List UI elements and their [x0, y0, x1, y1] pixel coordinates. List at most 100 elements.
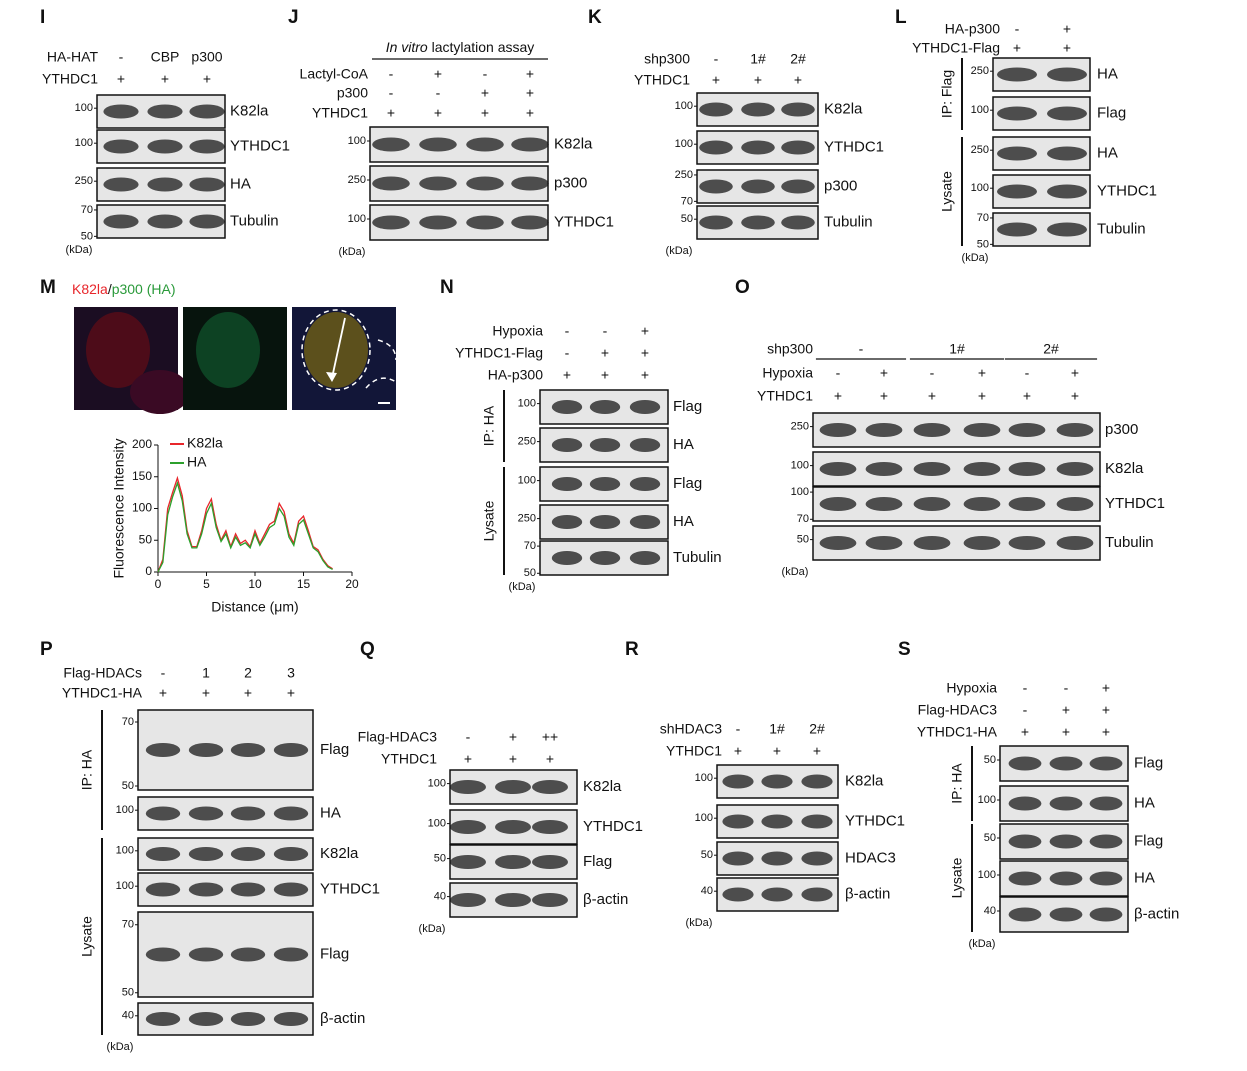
- condition-value: -: [119, 49, 124, 65]
- condition-value: -: [466, 729, 471, 745]
- condition-name: YTHDC1: [42, 71, 98, 87]
- kda-marker: 100: [428, 778, 446, 790]
- band: [372, 215, 410, 230]
- blot-label: K82la: [554, 135, 593, 152]
- condition-value: +: [464, 751, 472, 767]
- blot-label: K82la: [320, 845, 359, 862]
- band: [495, 780, 531, 794]
- band: [532, 893, 568, 907]
- condition-value: -: [603, 323, 608, 339]
- band: [629, 515, 661, 529]
- band: [997, 106, 1037, 121]
- y-tick-label: 50: [139, 532, 153, 546]
- kda-marker: 100: [695, 812, 713, 824]
- kda-marker: 100: [978, 794, 996, 806]
- blot-label: Flag: [1134, 832, 1163, 849]
- blot-label: K82la: [1105, 460, 1144, 477]
- kda-marker: 40: [122, 1010, 134, 1022]
- band: [103, 177, 139, 192]
- blot-label: HA: [320, 804, 341, 821]
- micrographs: [74, 307, 397, 414]
- kda-marker: 100: [518, 475, 536, 487]
- blot-label: β-actin: [320, 1010, 365, 1027]
- band: [761, 814, 793, 829]
- band: [147, 139, 183, 154]
- band: [372, 137, 410, 152]
- condition-value: -: [1025, 365, 1030, 381]
- condition-value: +: [978, 388, 986, 404]
- x-tick-label: 0: [155, 577, 162, 591]
- condition-name: YTHDC1: [381, 751, 437, 767]
- kda-unit: (kDa): [666, 245, 693, 257]
- band: [1089, 756, 1123, 771]
- band: [589, 551, 621, 565]
- band: [997, 67, 1037, 82]
- kda-unit: (kDa): [686, 917, 713, 929]
- band: [913, 462, 951, 476]
- condition-value: +: [526, 105, 534, 121]
- kda-unit: (kDa): [782, 566, 809, 578]
- condition-name: YTHDC1: [634, 72, 690, 88]
- condition-value: +: [434, 105, 442, 121]
- band: [629, 477, 661, 491]
- band: [145, 882, 181, 897]
- blot-label: HA: [1097, 65, 1118, 82]
- condition-value: p300: [191, 49, 222, 65]
- condition-value: -: [483, 66, 488, 82]
- condition-value: CBP: [151, 49, 180, 65]
- blot-label: Flag: [320, 945, 349, 962]
- band: [1089, 796, 1123, 811]
- kda-marker: 250: [348, 174, 366, 186]
- condition-value: -: [565, 345, 570, 361]
- condition-value: +: [526, 85, 534, 101]
- kda-marker: 100: [791, 486, 809, 498]
- band: [997, 184, 1037, 199]
- band: [511, 215, 549, 230]
- kda-unit: (kDa): [419, 923, 446, 935]
- section-label: Lysate: [79, 916, 95, 957]
- condition-value: +: [754, 72, 762, 88]
- band: [1089, 834, 1123, 849]
- condition-value: +: [978, 365, 986, 381]
- band: [819, 423, 857, 437]
- blot-label: Tubulin: [673, 549, 722, 566]
- band: [781, 140, 815, 155]
- band: [230, 806, 266, 821]
- kda-marker: 50: [81, 230, 93, 242]
- panel-title: K82la/p300 (HA): [72, 281, 176, 297]
- condition-group: 2#: [1043, 341, 1059, 357]
- kda-marker: 40: [434, 891, 446, 903]
- kda-unit: (kDa): [962, 252, 989, 264]
- band: [466, 176, 504, 191]
- condition-value: -: [1023, 702, 1028, 718]
- kda-marker: 100: [348, 135, 366, 147]
- band: [1089, 871, 1123, 886]
- kda-marker: 50: [701, 849, 713, 861]
- band: [551, 515, 583, 529]
- condition-value: +: [161, 71, 169, 87]
- band: [1049, 834, 1083, 849]
- band: [1008, 462, 1046, 476]
- blot-label: K82la: [824, 100, 863, 117]
- band: [741, 179, 775, 194]
- condition-name: YTHDC1-Flag: [912, 40, 1000, 56]
- condition-value: +: [1063, 40, 1071, 56]
- band: [589, 438, 621, 452]
- kda-marker: 70: [524, 540, 536, 552]
- section-label: Lysate: [481, 500, 497, 541]
- condition-value: 2#: [809, 721, 825, 737]
- blot-label: YTHDC1: [1105, 495, 1165, 512]
- band: [1008, 907, 1042, 922]
- condition-value: +: [1102, 724, 1110, 740]
- kda-marker: 100: [978, 869, 996, 881]
- condition-value: -: [930, 365, 935, 381]
- blot-label: Tubulin: [1097, 220, 1146, 237]
- band: [1008, 536, 1046, 550]
- blot-label: p300: [1105, 421, 1138, 438]
- band: [188, 743, 224, 757]
- band: [1047, 106, 1087, 121]
- blot-label: Flag: [673, 475, 702, 492]
- band: [1049, 907, 1083, 922]
- kda-marker: 250: [971, 144, 989, 156]
- band: [189, 104, 225, 119]
